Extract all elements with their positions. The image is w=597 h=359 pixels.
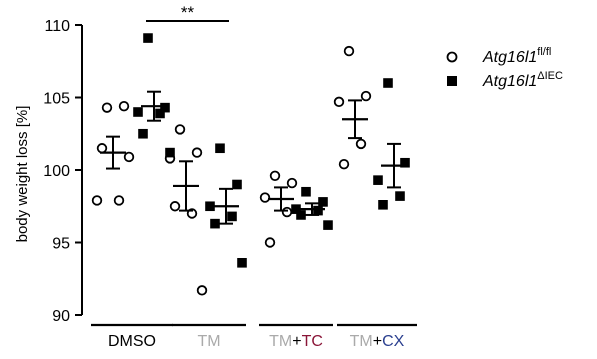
data-point-square bbox=[301, 186, 311, 197]
data-point-square bbox=[323, 220, 333, 230]
data-point-square bbox=[227, 211, 237, 222]
category-label-part: + bbox=[292, 333, 301, 350]
category-label-part: TM bbox=[197, 333, 220, 350]
y-tick-label: 95 bbox=[52, 236, 70, 253]
series-1-group-3 bbox=[373, 78, 410, 210]
data-point-square bbox=[318, 197, 328, 207]
significance-annotations: ** bbox=[146, 3, 229, 22]
data-point-circle bbox=[91, 195, 103, 206]
data-point-square bbox=[215, 143, 225, 154]
category-label-part: + bbox=[373, 333, 382, 350]
y-tick-label: 105 bbox=[43, 91, 70, 108]
data-point-square bbox=[160, 102, 170, 113]
y-axis-label: body weight loss [%] bbox=[14, 106, 31, 243]
y-axis: 90 95 100 105 110 bbox=[43, 18, 83, 325]
category-label: TM+TC bbox=[269, 333, 323, 350]
data-point-square bbox=[232, 179, 242, 190]
series-0-group-0 bbox=[91, 100, 135, 206]
y-tick-label: 90 bbox=[52, 308, 70, 325]
data-point-circle bbox=[118, 100, 130, 112]
data-point-circle bbox=[338, 158, 350, 170]
data-point-circle bbox=[113, 195, 125, 206]
category-label: TM+CX bbox=[350, 333, 405, 350]
data-point-circle bbox=[174, 124, 186, 135]
series-0-group-2 bbox=[259, 170, 298, 248]
data-point-square bbox=[400, 157, 410, 168]
legend-marker-circle bbox=[446, 51, 458, 63]
data-point-square bbox=[291, 204, 301, 214]
y-tick-label: 100 bbox=[43, 163, 70, 180]
category-label: DMSO bbox=[108, 333, 156, 350]
legend-gene-name: Atg16l1 bbox=[482, 73, 537, 90]
data-point-circle bbox=[269, 170, 281, 182]
data-point-square bbox=[237, 258, 247, 268]
data-point-circle bbox=[259, 192, 271, 203]
series-1-group-1 bbox=[205, 143, 247, 268]
data-point-circle bbox=[360, 90, 372, 102]
data-point-circle bbox=[196, 285, 208, 296]
data-groups bbox=[91, 33, 410, 296]
data-point-circle bbox=[333, 96, 345, 108]
data-point-circle bbox=[355, 138, 367, 150]
data-point-square bbox=[205, 201, 215, 212]
data-point-square bbox=[133, 107, 143, 117]
data-point-square bbox=[395, 191, 405, 201]
legend-marker-square bbox=[447, 76, 457, 86]
data-point-circle bbox=[281, 206, 293, 218]
category-label-part: DMSO bbox=[108, 333, 156, 350]
series-1-group-0 bbox=[133, 33, 175, 158]
data-point-square bbox=[143, 33, 153, 43]
data-point-square bbox=[155, 108, 165, 119]
legend-gene-name: Atg16l1 bbox=[482, 49, 537, 66]
data-point-circle bbox=[264, 237, 276, 248]
legend-entry: Atg16l1fl/fl bbox=[482, 46, 551, 66]
category-labels: DMSO TM TM+TC TM+CX bbox=[91, 323, 417, 350]
data-point-square bbox=[296, 210, 306, 220]
significance-label: ** bbox=[181, 3, 195, 22]
data-point-circle bbox=[96, 143, 108, 154]
data-point-square bbox=[165, 147, 175, 158]
legend-genotype-superscript: fl/fl bbox=[537, 46, 551, 58]
category-label: TM bbox=[197, 333, 220, 350]
data-point-square bbox=[313, 205, 323, 216]
data-point-square bbox=[373, 175, 383, 185]
data-point-circle bbox=[191, 147, 203, 158]
category-label-part: CX bbox=[382, 333, 405, 350]
legend-genotype-superscript: ΔIEC bbox=[537, 70, 563, 82]
data-point-circle bbox=[343, 45, 355, 57]
series-1-group-2 bbox=[291, 186, 333, 230]
data-point-circle bbox=[286, 177, 298, 189]
data-point-circle bbox=[123, 151, 135, 163]
data-point-circle bbox=[169, 201, 181, 212]
data-point-square bbox=[383, 78, 393, 88]
category-label-part: TM bbox=[350, 333, 373, 350]
data-point-square bbox=[378, 200, 388, 210]
series-0-group-1 bbox=[164, 124, 208, 296]
data-point-square bbox=[138, 128, 148, 139]
data-point-circle bbox=[101, 102, 113, 113]
legend-entry: Atg16l1ΔIEC bbox=[482, 70, 563, 90]
category-label-part: TC bbox=[302, 333, 323, 350]
series-0-group-3 bbox=[333, 45, 372, 170]
y-tick-label: 110 bbox=[44, 18, 70, 35]
category-label-part: TM bbox=[269, 333, 292, 350]
data-point-square bbox=[210, 218, 220, 229]
